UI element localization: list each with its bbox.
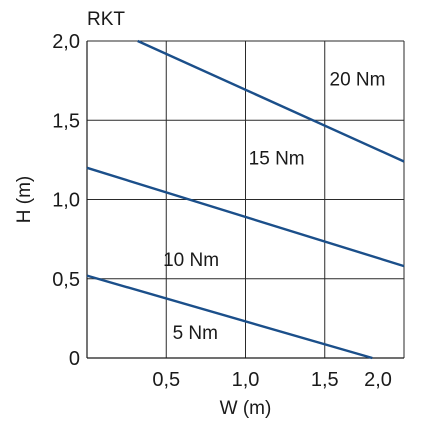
y-tick-label: 0,5 xyxy=(52,269,80,291)
torque-label: 20 Nm xyxy=(330,69,386,90)
x-tick-label: 1,5 xyxy=(311,369,339,391)
y-axis-title: H (m) xyxy=(14,176,35,223)
x-tick-label: 2,0 xyxy=(364,369,392,391)
series-group xyxy=(86,39,405,360)
x-axis-title: W (m) xyxy=(220,398,272,419)
x-tick-label: 1,0 xyxy=(232,369,260,391)
y-tick-label: 1,5 xyxy=(52,110,80,132)
torque-label: 10 Nm xyxy=(163,250,219,271)
x-tick-label: 0,5 xyxy=(152,369,180,391)
series-line-3 xyxy=(137,39,405,163)
torque-label: 15 Nm xyxy=(249,149,305,170)
x-tick-labels: 0,5 1,0 1,5 2,0 xyxy=(152,369,392,391)
torque-label: 5 Nm xyxy=(173,323,218,344)
y-tick-label: 1,0 xyxy=(52,190,80,212)
series-line-2 xyxy=(86,166,405,268)
chart-title: RKT xyxy=(87,9,125,30)
series-line-1 xyxy=(86,274,373,360)
y-tick-label: 0 xyxy=(69,348,80,370)
y-tick-label: 2,0 xyxy=(52,31,80,53)
y-tick-labels: 0 0,5 1,0 1,5 2,0 xyxy=(52,31,80,370)
axes xyxy=(86,41,404,359)
annotations: 5 Nm 10 Nm 15 Nm 20 Nm xyxy=(163,69,385,344)
grid xyxy=(87,40,405,358)
